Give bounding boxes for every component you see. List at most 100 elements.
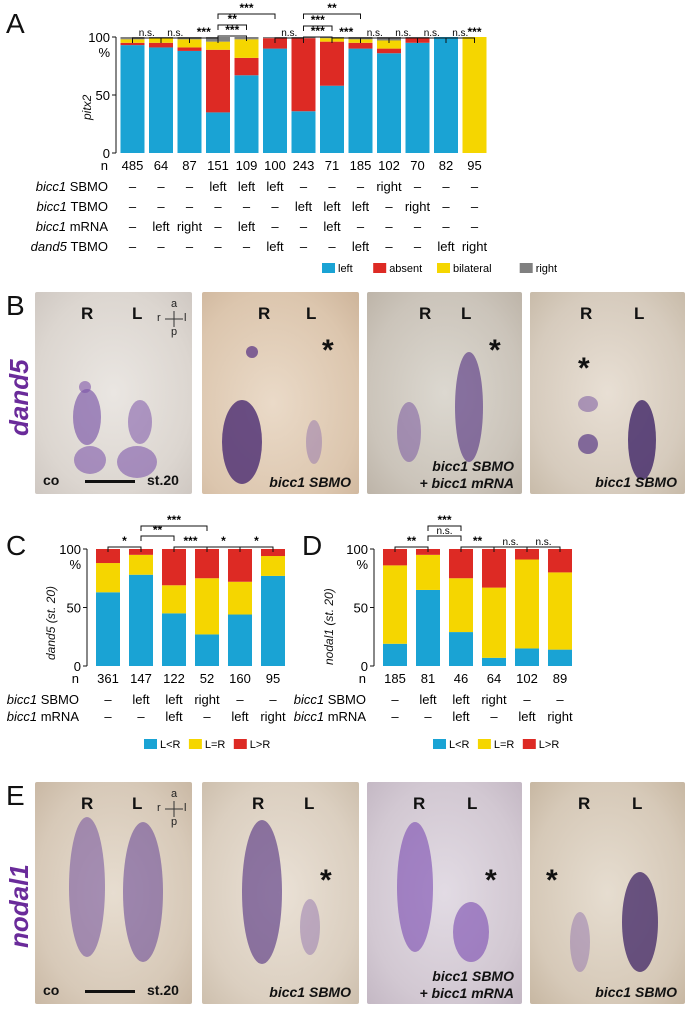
bar-segment-absent [206,49,230,113]
treatment-cell: – [442,179,450,194]
legend-swatch [519,263,533,273]
bar-segment-left [234,75,259,153]
scale-bar [85,990,135,993]
treatment-row-label: dand5 TBMO [31,239,108,254]
significance-label: ** [153,523,163,537]
significance-label: * [254,534,259,548]
treatment-cell: – [442,199,450,214]
treatment-cell: – [471,199,479,214]
significance-label: *** [339,25,353,39]
bar-segment-LR [96,549,120,564]
bar-segment-LR [129,574,153,666]
treatment-cell: right [462,239,488,254]
photo-e-control: R L a r l p co st.20 [35,782,192,1004]
panel-letter-b: B [6,290,25,321]
axis-r: r [157,312,161,324]
bar-segment-LR [482,587,506,658]
label-left: L [461,304,472,323]
bar-segment-LR [261,549,285,557]
treatment-cell: – [391,692,399,707]
n-value: 95 [266,671,280,686]
treatment-row-label: bicc1 mRNA [294,709,367,724]
treatment-cell: – [203,709,211,724]
asterisk-mark: * [489,334,501,367]
treatment-cell: – [129,179,137,194]
n-value: 243 [293,158,315,173]
stage-label: st.20 [147,982,179,998]
bar-segment-left [149,47,173,153]
bar-segment-LR [548,572,572,650]
significance-bracket [427,535,462,541]
treatment-row-label: bicc1 mRNA [7,709,80,724]
significance-bracket [140,525,208,531]
bar-segment-left [434,37,458,153]
significance-label: ** [407,534,417,548]
embryo-stain [69,817,163,962]
bar-segment-absent [320,41,344,86]
treatment-cell: – [556,692,564,707]
treatment-cell: left [132,692,150,707]
significance-bracket [217,24,247,30]
n-value: 160 [229,671,251,686]
treatment-cell: left [437,239,455,254]
axis-cross-icon [165,801,183,817]
treatment-cell: left [231,709,249,724]
axis-a: a [171,788,178,800]
axis-a: a [171,298,178,310]
bar-segment-left [348,48,373,153]
bar-segment-LR [228,581,252,615]
label-left: L [467,794,478,813]
significance-bracket [526,546,561,552]
significance-label: n.s. [167,28,183,39]
significance-label: ** [228,12,238,26]
n-value: 64 [487,671,501,686]
y-unit-label: % [98,45,110,60]
treatment-cell: – [137,709,145,724]
treatment-cell: left [452,709,470,724]
y-tick-label: 0 [361,659,368,674]
embryo-stain [397,352,483,462]
legend-swatch [522,739,536,749]
significance-label: * [221,534,226,548]
asterisk-mark: * [546,864,558,897]
legend-label: right [536,263,557,275]
embryo-stain [222,346,322,484]
treatment-cell: – [442,219,450,234]
asterisk-mark: * [320,864,332,897]
significance-bracket [140,535,175,541]
bar-segment-left [291,111,316,153]
photo-e-rescue: R L * bicc1 SBMO + bicc1 mRNA [367,782,522,1004]
embryo-stain [578,396,656,480]
n-value: 46 [454,671,468,686]
label-right: R [81,304,94,323]
significance-label: n.s. [424,28,440,39]
treatment-cell: – [414,239,422,254]
bar-segment-LR [261,575,285,666]
bar-segment-LR [261,556,285,576]
treatment-cell: – [243,239,251,254]
treatment-cell: – [471,219,479,234]
n-value: 71 [325,158,339,173]
significance-bracket [394,546,429,552]
bar-segment-LR [96,563,120,593]
treatment-cell: right [260,709,286,724]
n-value: 109 [236,158,258,173]
significance-bracket [217,13,276,19]
treatment-cell: left [238,179,256,194]
label-left: L [304,794,315,813]
treatment-cell: – [328,239,336,254]
treatment-cell: – [385,239,393,254]
significance-bracket [217,35,247,41]
bar-segment-LR [383,643,407,666]
asterisk-mark: * [485,864,497,897]
legend-swatch [144,739,157,749]
treatment-cell: left [323,219,341,234]
bar-segment-absent [263,38,287,49]
bar-segment-LR [449,549,473,579]
photo-b-control: R L a r l p co st.20 [35,292,192,494]
n-value: 361 [97,671,119,686]
photo-b-sbmo: R L * bicc1 SBMO [202,292,359,494]
significance-bracket [303,25,333,31]
treatment-cell: – [414,219,422,234]
